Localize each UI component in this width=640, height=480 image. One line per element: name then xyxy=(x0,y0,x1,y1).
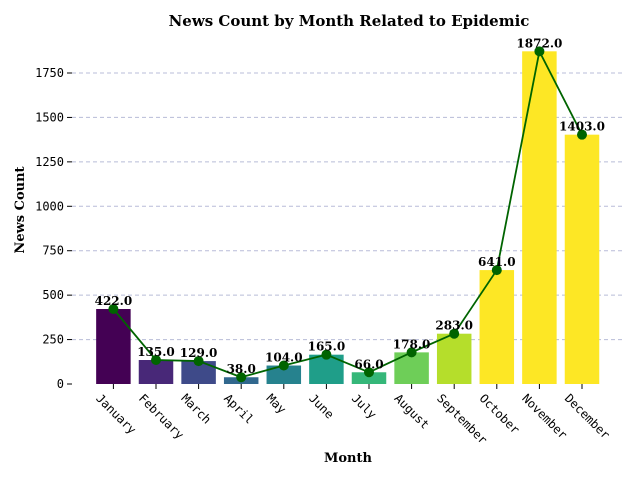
data-label: 283.0 xyxy=(435,319,473,333)
grid xyxy=(72,72,622,341)
bar xyxy=(522,51,557,385)
data-label: 1872.0 xyxy=(516,36,562,50)
data-label: 104.0 xyxy=(265,351,303,365)
trend-point xyxy=(449,328,460,339)
y-tick-label: 500 xyxy=(42,288,64,302)
data-label: 178.0 xyxy=(393,337,431,351)
data-label: 38.0 xyxy=(227,362,256,376)
x-tick-label: March xyxy=(178,391,213,426)
chart-title: News Count by Month Related to Epidemic xyxy=(169,12,530,30)
trend-polyline xyxy=(112,48,583,379)
data-label: 135.0 xyxy=(137,345,175,359)
trend-point xyxy=(534,46,545,57)
x-tick-label: June xyxy=(306,391,336,421)
data-label: 641.0 xyxy=(478,255,516,269)
data-label: 129.0 xyxy=(180,346,218,360)
bar xyxy=(96,309,131,384)
data-label: 422.0 xyxy=(95,294,133,308)
x-tick-label: December xyxy=(562,391,613,442)
data-label: 1403.0 xyxy=(559,120,605,134)
trend-point xyxy=(236,372,247,383)
trend-point xyxy=(364,367,374,378)
bar xyxy=(138,360,174,384)
x-tick-label: August xyxy=(391,391,432,432)
y-tick-label: 1500 xyxy=(35,110,64,124)
y-axis: 0 250 500 750 1000 1250 1500 1750 xyxy=(35,66,72,391)
trend-point xyxy=(406,347,417,358)
trend-point xyxy=(108,304,119,315)
x-tick-label: November xyxy=(519,391,570,442)
bar xyxy=(479,270,515,384)
y-tick-label: 0 xyxy=(57,377,64,391)
data-labels: 422.0 135.0 129.0 38.0 104.0 165.0 66.0 178.0 28… xyxy=(95,36,605,376)
bar xyxy=(181,361,216,384)
trend-point xyxy=(193,356,204,367)
x-tick-label: January xyxy=(93,391,139,437)
x-tick-label: May xyxy=(264,391,289,416)
bar xyxy=(351,372,387,384)
data-label: 66.0 xyxy=(354,357,383,371)
trend-point xyxy=(577,129,587,140)
x-tick-label: July xyxy=(349,391,379,421)
y-tick-label: 1750 xyxy=(35,66,64,80)
y-tick-label: 1250 xyxy=(35,155,64,169)
trend-point xyxy=(321,349,332,360)
trend-point xyxy=(151,355,161,366)
trend-point xyxy=(491,265,502,276)
bar xyxy=(436,333,472,384)
bar xyxy=(266,365,302,384)
x-tick-label: April xyxy=(221,391,256,426)
x-tick-label: February xyxy=(136,391,187,442)
y-tick-label: 250 xyxy=(42,333,64,347)
trend-line xyxy=(108,46,587,383)
y-tick-label: 1000 xyxy=(35,199,64,213)
data-label: 165.0 xyxy=(308,340,346,354)
bars xyxy=(96,51,600,385)
y-axis-label: News Count xyxy=(13,166,28,253)
trend-point xyxy=(278,360,289,371)
y-tick-label: 750 xyxy=(42,244,64,258)
x-axis-label: Month xyxy=(324,451,373,466)
bar xyxy=(564,134,600,384)
